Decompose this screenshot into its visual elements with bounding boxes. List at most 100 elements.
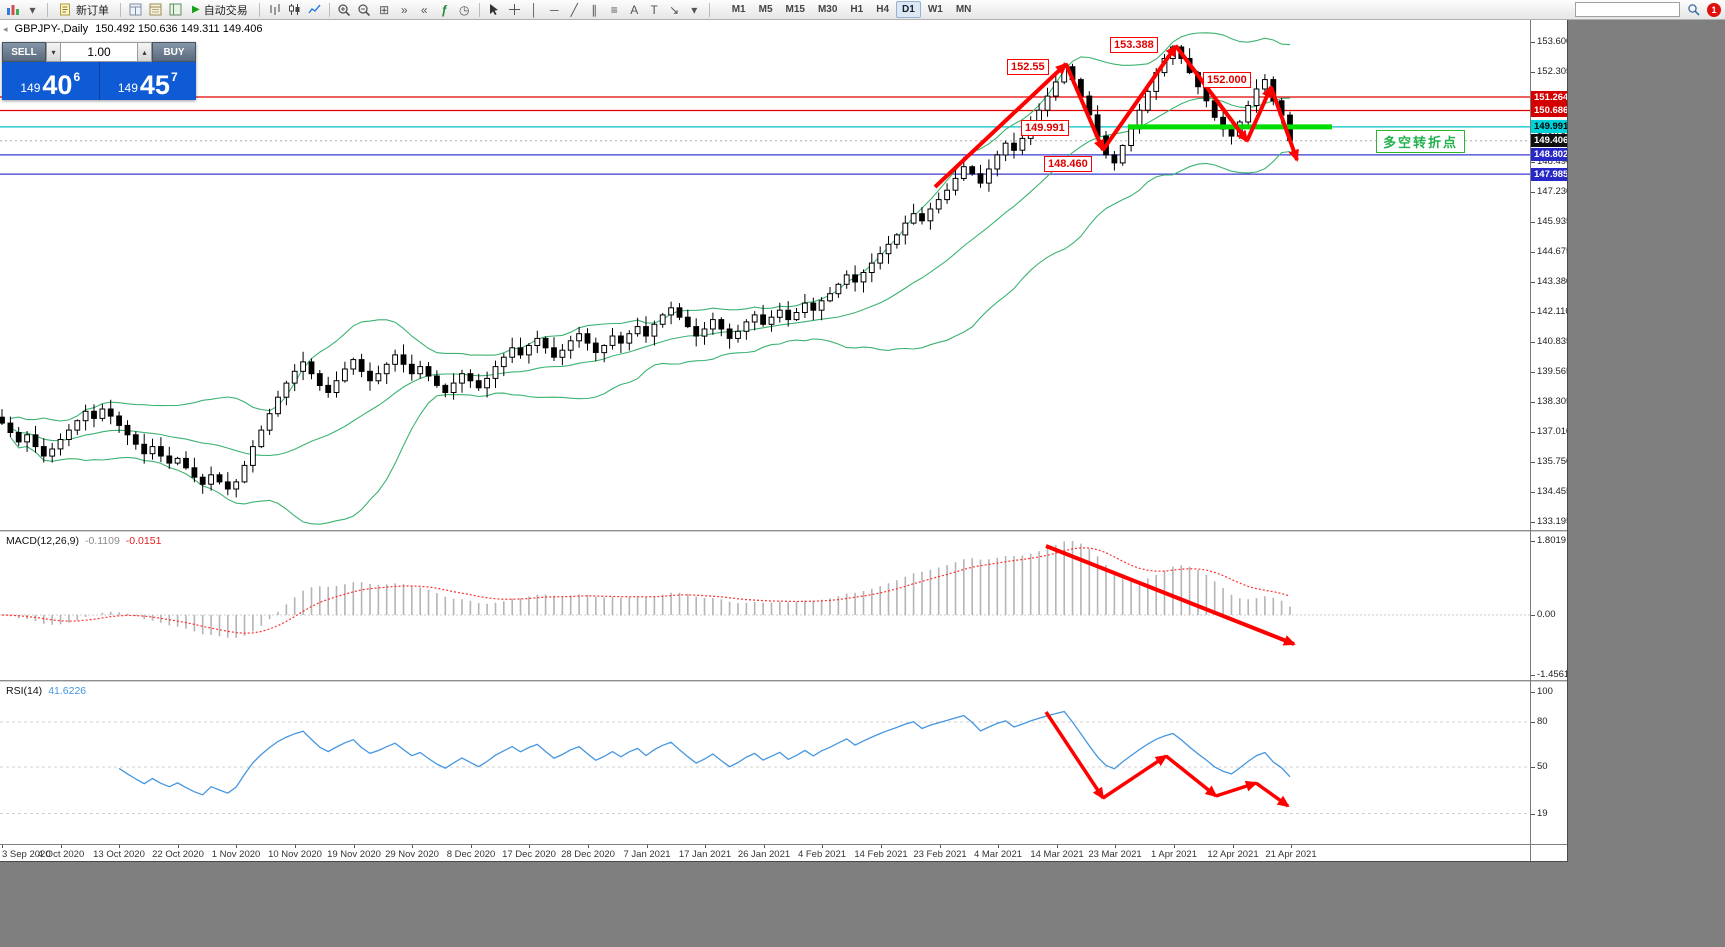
trendline-tool-icon[interactable]: ╱ bbox=[570, 2, 578, 17]
chart-marker-icon: ◂ bbox=[3, 23, 8, 34]
date-axis-label: 1 Nov 2020 bbox=[211, 849, 261, 860]
candlestick-chart-type-icon[interactable] bbox=[286, 1, 303, 18]
crosshair-icon[interactable] bbox=[506, 1, 523, 18]
timeframe-m1-button[interactable]: M1 bbox=[731, 4, 746, 15]
pane-separator-rsi[interactable] bbox=[0, 680, 1567, 683]
date-axis-label: 4 Oct 2020 bbox=[37, 849, 85, 860]
rsi-trend-arrow[interactable] bbox=[1254, 781, 1290, 808]
price-callout[interactable]: 153.388 bbox=[1110, 37, 1158, 53]
trend-arrow[interactable] bbox=[1174, 44, 1249, 143]
date-axis-label: 10 Nov 2020 bbox=[268, 849, 322, 860]
price-axis-label: 153.600 bbox=[1537, 36, 1568, 47]
timeframe-m5-button[interactable]: M5 bbox=[758, 4, 773, 15]
turning-point-note[interactable]: 多空转折点 bbox=[1376, 130, 1466, 153]
trend-arrow[interactable] bbox=[1101, 44, 1178, 152]
new-chart-icon[interactable] bbox=[4, 1, 21, 18]
new-order-button[interactable]: 新订单 bbox=[54, 1, 114, 18]
macd-signal-value: -0.0151 bbox=[125, 535, 162, 547]
chart-dropdown-icon[interactable]: ▾ bbox=[29, 2, 36, 17]
sell-button[interactable]: SELL bbox=[2, 42, 46, 62]
price-chart-canvas[interactable] bbox=[0, 20, 1530, 862]
line-chart-type-icon[interactable] bbox=[306, 1, 323, 18]
market-watch-icon[interactable] bbox=[127, 1, 144, 18]
autotrading-label: 自动交易 bbox=[203, 4, 248, 17]
date-axis-label: 17 Dec 2020 bbox=[502, 849, 556, 860]
text-label-tool-icon[interactable]: T bbox=[650, 2, 658, 17]
rsi-trend-arrow[interactable] bbox=[1215, 780, 1258, 798]
sell-price[interactable]: 149 40 6 bbox=[2, 62, 100, 100]
arrows-tool-icon[interactable]: ↘ bbox=[669, 2, 680, 17]
date-axis-label: 8 Dec 2020 bbox=[446, 849, 496, 860]
auto-scroll-icon[interactable]: » bbox=[400, 2, 408, 17]
chart-shift-icon[interactable]: « bbox=[420, 2, 428, 17]
search-icon[interactable] bbox=[1685, 1, 1702, 18]
periods-clock-icon[interactable]: ◷ bbox=[458, 2, 470, 17]
rsi-axis-label: 100 bbox=[1537, 686, 1553, 697]
bollinger-upper-band bbox=[10, 32, 1291, 422]
macd-axis-label: 1.8019 bbox=[1537, 535, 1567, 546]
macd-name: MACD(12,26,9) bbox=[6, 535, 79, 547]
macd-main-value: -0.1109 bbox=[84, 535, 120, 547]
buy-price-pip: 7 bbox=[170, 70, 178, 84]
date-axis-label: 4 Mar 2021 bbox=[973, 849, 1023, 860]
volume-decrease-button[interactable]: ▾ bbox=[46, 42, 61, 62]
rsi-trend-arrow[interactable] bbox=[1102, 754, 1168, 800]
macd-axis-label: -1.4561 bbox=[1537, 669, 1568, 680]
timeframe-mn-button[interactable]: MN bbox=[955, 4, 972, 15]
pane-separator-macd[interactable] bbox=[0, 530, 1567, 533]
zoom-in-icon[interactable] bbox=[336, 1, 353, 18]
notifications-badge[interactable]: 1 bbox=[1707, 2, 1721, 17]
trend-arrow[interactable] bbox=[1269, 86, 1299, 162]
text-tool-icon[interactable]: A bbox=[630, 2, 639, 17]
zoom-out-icon[interactable] bbox=[356, 1, 373, 18]
search-input[interactable] bbox=[1575, 2, 1680, 17]
candle-wicks bbox=[1, 45, 1291, 498]
trend-arrow[interactable] bbox=[933, 62, 1068, 189]
price-axis[interactable]: 153.600152.305151.030149.755148.490147.2… bbox=[1530, 20, 1568, 861]
date-axis-label: 26 Jan 2021 bbox=[737, 849, 791, 860]
time-axis[interactable]: 3 Sep 2020 4 Oct 2020 13 Oct 2020 22 Oct 20… bbox=[0, 844, 1567, 861]
trend-arrow[interactable] bbox=[1245, 85, 1273, 142]
volume-input[interactable] bbox=[61, 42, 137, 62]
date-axis-label: 3 Sep 2020 bbox=[2, 849, 51, 860]
trend-arrow[interactable] bbox=[1064, 63, 1105, 152]
timeframe-d1-button[interactable]: D1 bbox=[896, 1, 921, 18]
vertical-line-tool-icon[interactable]: │ bbox=[530, 2, 538, 17]
bar-chart-type-icon[interactable] bbox=[266, 1, 283, 18]
timeframe-group: M1 M5 M15 M30 H1 H4 D1 W1 MN bbox=[726, 1, 978, 18]
navigator-icon[interactable] bbox=[167, 1, 184, 18]
price-callout[interactable]: 148.460 bbox=[1044, 156, 1092, 172]
timeframe-m15-button[interactable]: M15 bbox=[785, 4, 805, 15]
macd-trend-arrow[interactable] bbox=[1045, 544, 1296, 646]
rsi-name: RSI(14) bbox=[6, 685, 43, 697]
horizontal-line-tool-icon[interactable]: ─ bbox=[549, 2, 559, 17]
buy-button[interactable]: BUY bbox=[152, 42, 196, 62]
buy-price[interactable]: 149 45 7 bbox=[99, 62, 196, 100]
timeframe-h1-button[interactable]: H1 bbox=[850, 4, 864, 15]
rsi-trend-arrow[interactable] bbox=[1044, 711, 1105, 800]
price-axis-label: 148.490 bbox=[1537, 156, 1568, 167]
autotrading-button[interactable]: ▶ 自动交易 bbox=[187, 1, 253, 18]
bull-candles bbox=[24, 46, 1268, 490]
volume-increase-button[interactable]: ▴ bbox=[137, 42, 152, 62]
rsi-trend-arrow[interactable] bbox=[1164, 754, 1218, 798]
arrows-dropdown-icon[interactable]: ▾ bbox=[691, 2, 698, 17]
timeframe-w1-button[interactable]: W1 bbox=[927, 4, 943, 15]
fibonacci-tool-icon[interactable]: ≡ bbox=[610, 2, 618, 17]
price-callout[interactable]: 152.55 bbox=[1007, 59, 1049, 75]
timeframe-h4-button[interactable]: H4 bbox=[876, 4, 890, 15]
date-axis-label: 21 Apr 2021 bbox=[1265, 849, 1317, 860]
chart-window-gbpjpy-daily: ◂ GBPJPY-,Daily 150.492 150.636 149.311 … bbox=[0, 20, 1568, 862]
channel-tool-icon[interactable]: ∥ bbox=[591, 2, 598, 17]
price-axis-label: 142.110 bbox=[1537, 306, 1568, 317]
price-callout[interactable]: 149.991 bbox=[1021, 120, 1069, 136]
ohlc-values: 150.492 150.636 149.311 149.406 bbox=[95, 23, 263, 35]
indicators-icon[interactable]: ƒ bbox=[440, 2, 448, 17]
data-window-icon[interactable] bbox=[147, 1, 164, 18]
cursor-icon[interactable] bbox=[486, 1, 503, 18]
price-callout[interactable]: 152.000 bbox=[1203, 72, 1251, 88]
tile-windows-icon[interactable]: ⊞ bbox=[379, 2, 390, 17]
price-axis-label: 135.750 bbox=[1537, 456, 1568, 467]
timeframe-m30-button[interactable]: M30 bbox=[817, 4, 838, 15]
date-axis-label: 28 Dec 2020 bbox=[561, 849, 615, 860]
